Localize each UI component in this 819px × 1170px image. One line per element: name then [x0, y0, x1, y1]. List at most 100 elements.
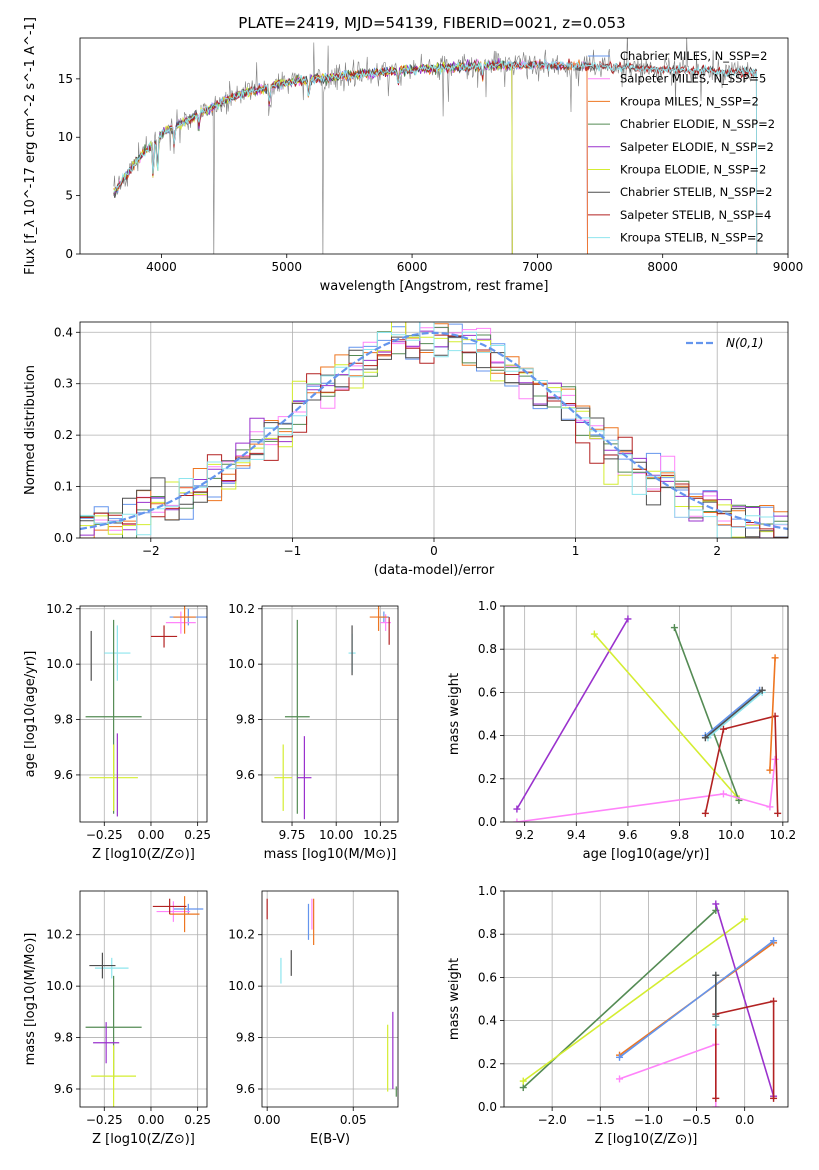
x-tick-label: 0.25 [184, 1113, 211, 1127]
legend-label: Kroupa MILES, N_SSP=2 [620, 94, 759, 108]
errorbar-point [173, 606, 196, 634]
weight-marker [519, 1084, 527, 1092]
axes-frame [79, 605, 208, 823]
x-tick-label: 0 [430, 544, 438, 558]
x-tick-label: 9000 [773, 260, 804, 274]
x-tick-label: 0.05 [340, 1113, 367, 1127]
y-tick-label: 0.3 [54, 377, 73, 391]
weight-marker [766, 766, 774, 774]
x-tick-label: −0.25 [86, 828, 123, 842]
y-tick-label: 9.8 [54, 1031, 73, 1045]
x-tick-label: 2 [713, 544, 721, 558]
weight-marker [712, 1094, 720, 1102]
weight-line [516, 618, 629, 810]
x-tick-label: −0.5 [682, 1113, 711, 1127]
weight-marker [624, 615, 632, 623]
weight-marker [766, 803, 774, 811]
x-axis-label: age [log10(age/yr)] [583, 847, 710, 862]
y-tick-label: 0.2 [54, 428, 73, 442]
panel-mass_vs_Z: −0.25 0.00 0.25 9.6 9.8 10.0 10.2 Z [log10(Z/Z⊙… [23, 890, 211, 1147]
x-tick-label: 0.00 [254, 1113, 281, 1127]
weight-marker [701, 809, 709, 817]
x-tick-label: 9.4 [567, 828, 586, 842]
y-tick-label: 10.0 [46, 657, 73, 671]
y-axis-label: mass [log10(M/M⊙)] [23, 933, 38, 1066]
x-axis-label: Z [log10(Z/Z⊙)] [92, 1132, 195, 1147]
y-tick-label: 9.8 [236, 713, 255, 727]
x-axis-label: (data-model)/error [374, 563, 495, 578]
errorbar-point [94, 957, 129, 979]
weight-marker [616, 1053, 624, 1061]
panel-weight_vs_Z: −2.0 −1.5 −1.0 −0.5 0.0 0.0 0.2 0.4 0.6 0.8 1.0 Z [… [447, 884, 789, 1147]
gaussian-reference-line [80, 331, 788, 531]
weight-marker [771, 654, 779, 662]
weight-marker [758, 686, 766, 694]
model-spectrum-line [113, 60, 513, 254]
model-spectrum-line [113, 59, 588, 254]
weight-marker [712, 900, 720, 908]
y-tick-label: 0.8 [478, 927, 497, 941]
y-tick-label: 0.2 [478, 772, 497, 786]
x-tick-label: −1.0 [634, 1113, 663, 1127]
errorbar-point [104, 625, 131, 681]
plot-area [504, 606, 788, 822]
x-tick-label: −2 [142, 544, 160, 558]
x-axis-label: mass [log10(M/M⊙)] [264, 847, 397, 862]
errorbar-point [150, 625, 178, 648]
y-tick-label: 0.0 [478, 1100, 497, 1114]
y-tick-label: 9.6 [54, 1082, 73, 1096]
y-tick-label: 0.8 [478, 642, 497, 656]
plot-area [80, 606, 207, 822]
plot-area [80, 322, 788, 538]
y-tick-label: 1.0 [478, 599, 497, 613]
y-tick-label: 10.0 [228, 979, 255, 993]
x-tick-label: 9.75 [279, 828, 306, 842]
y-tick-label: 0.2 [478, 1057, 497, 1071]
y-tick-label: 0.0 [478, 815, 497, 829]
weight-marker [770, 997, 778, 1005]
x-tick-label: 0.00 [138, 828, 165, 842]
errorbar-point [173, 903, 204, 915]
x-tick-label: 1 [572, 544, 580, 558]
x-tick-label: 10.00 [319, 828, 353, 842]
model-spectrum-line [113, 60, 513, 254]
legend-label: N(0,1) [726, 336, 763, 350]
x-axis-label: wavelength [Angstrom, rest frame] [320, 279, 549, 294]
legend-label: Chabrier ELODIE, N_SSP=2 [620, 117, 775, 131]
legend-label: Salpeter MILES, N_SSP=5 [620, 72, 766, 86]
weight-line [707, 691, 763, 739]
legend-label: Kroupa STELIB, N_SSP=2 [620, 231, 764, 245]
x-axis-label: Z [log10(Z/Z⊙)] [595, 1132, 698, 1147]
weight-marker [770, 1094, 778, 1102]
weight-marker [712, 971, 720, 979]
errorbar-point [284, 619, 310, 814]
legend: N(0,1) [686, 336, 763, 350]
weight-marker [719, 790, 727, 798]
weight-marker [616, 1075, 624, 1083]
plot-area [113, 38, 758, 254]
axes-frame [261, 605, 399, 823]
legend-label: Chabrier MILES, N_SSP=2 [620, 49, 767, 63]
model-spectrum-line [113, 58, 513, 254]
y-tick-label: 10.2 [228, 928, 255, 942]
x-tick-label: 10.2 [769, 828, 796, 842]
y-tick-label: 9.6 [236, 768, 255, 782]
residual-histogram [80, 322, 788, 538]
model-spectrum-line [113, 58, 588, 254]
x-tick-label: 9.8 [670, 828, 689, 842]
y-tick-label: 0.4 [54, 325, 73, 339]
weight-marker [774, 809, 782, 817]
legend: Chabrier MILES, N_SSP=2 Salpeter MILES, N… [588, 49, 775, 245]
y-tick-label: 0 [65, 247, 73, 261]
y-tick-label: 10.0 [228, 657, 255, 671]
weight-marker [590, 630, 598, 638]
y-tick-label: 9.6 [236, 1082, 255, 1096]
errorbar-point [152, 898, 187, 915]
x-tick-label: −1.5 [586, 1113, 615, 1127]
weight-line [704, 689, 761, 737]
weight-line [715, 1000, 775, 1099]
x-tick-label: 10.25 [363, 828, 397, 842]
weight-line [769, 657, 776, 771]
y-axis-label: Flux [f_λ 10^-17 erg cm^-2 s^-1 A^-1] [23, 17, 38, 275]
